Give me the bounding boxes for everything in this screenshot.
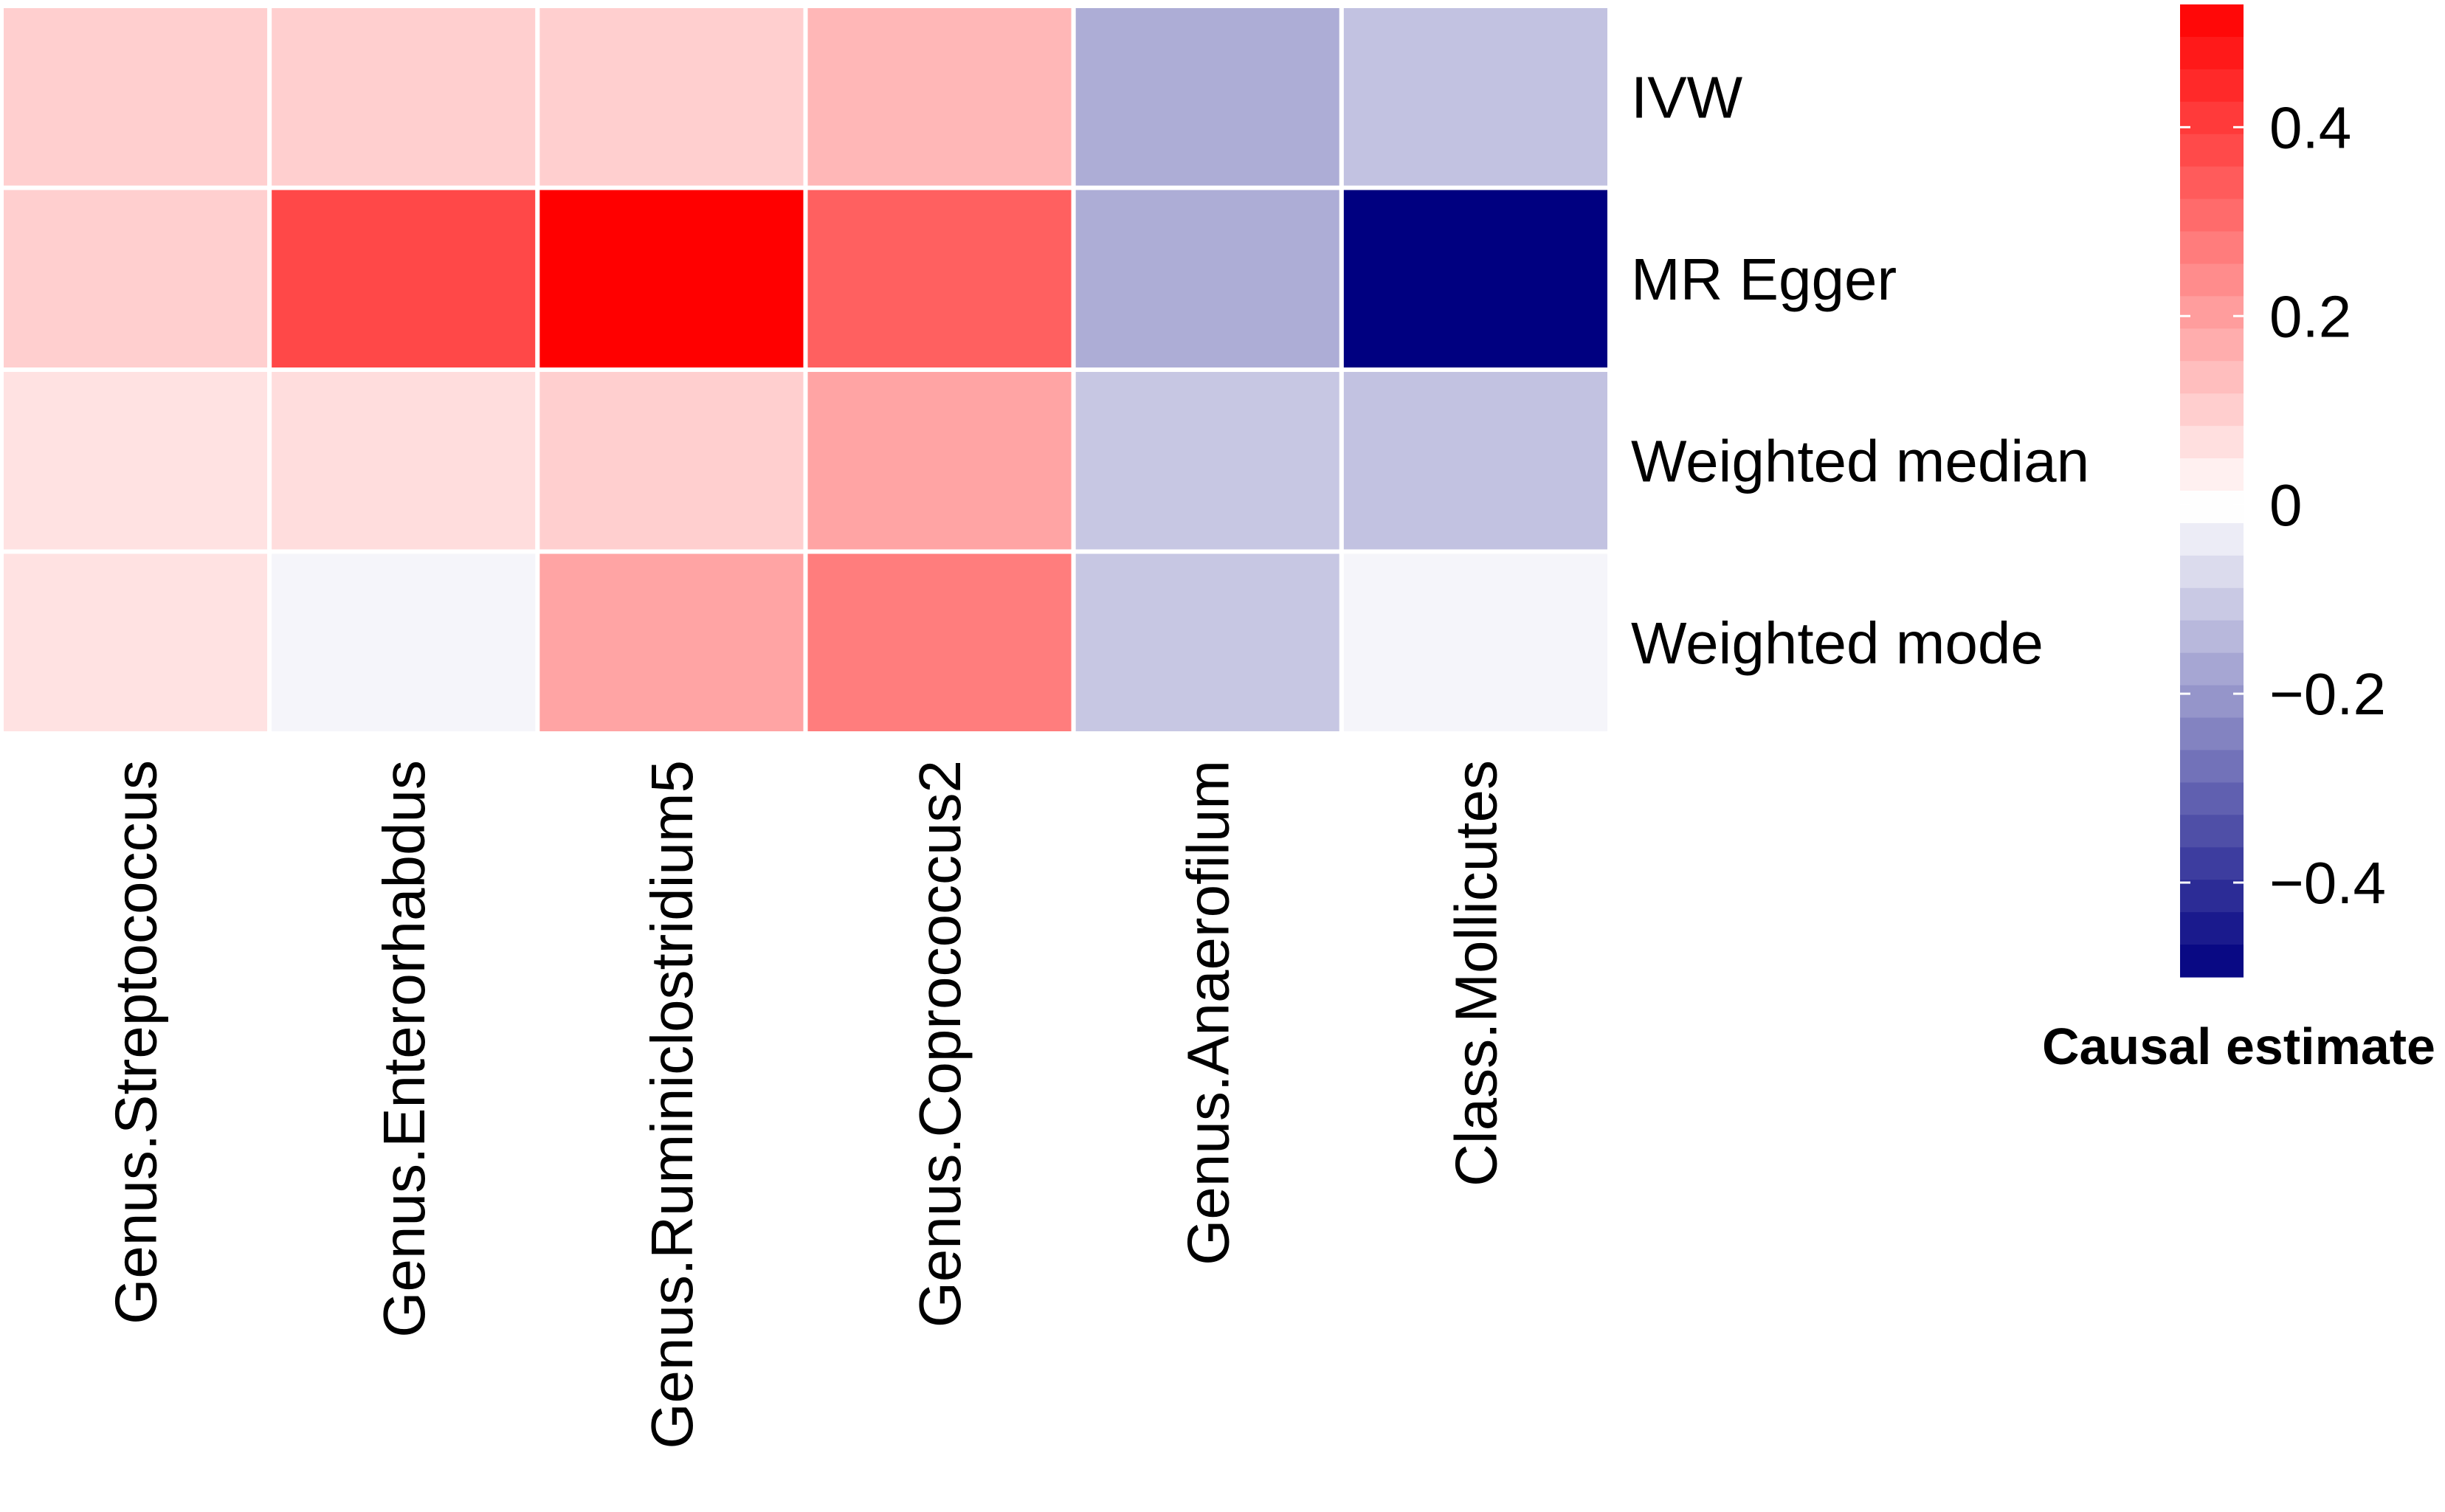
colorbar-swatch — [2180, 231, 2244, 265]
colorbar-tick-label: −0.2 — [2269, 661, 2386, 727]
heatmap-cell — [267, 4, 540, 190]
column-label: Genus.Streptococcus — [103, 760, 169, 1325]
column-label: Genus.Ruminiclostridium5 — [639, 760, 705, 1449]
heatmap-cell — [535, 185, 808, 372]
colorbar-swatch — [2180, 945, 2244, 978]
heatmap-cell — [1071, 367, 1344, 554]
colorbar-swatch — [2180, 328, 2244, 362]
colorbar-swatch — [2180, 296, 2244, 329]
heatmap-cells — [0, 4, 1613, 736]
heatmap-cell — [1339, 4, 1613, 190]
column-label: Class.Mollicutes — [1443, 760, 1508, 1187]
heatmap-cell — [0, 549, 272, 736]
heatmap-cell — [1339, 549, 1613, 736]
colorbar-swatch — [2180, 717, 2244, 751]
heatmap-cell — [0, 4, 272, 190]
heatmap-cell — [1071, 549, 1344, 736]
row-label: MR Egger — [1631, 246, 1897, 312]
colorbar-swatch — [2180, 782, 2244, 815]
colorbar-tick-label: 0.2 — [2269, 283, 2351, 349]
colorbar-tick-label: 0.4 — [2269, 94, 2351, 160]
heatmap-cell — [267, 367, 540, 554]
heatmap-cell — [0, 185, 272, 372]
colorbar-swatch — [2180, 166, 2244, 200]
column-label: Genus.Anaerofilum — [1175, 760, 1241, 1266]
colorbar-swatch — [2180, 912, 2244, 945]
colorbar-swatch — [2180, 458, 2244, 491]
colorbar-swatch — [2180, 491, 2244, 524]
heatmap-cell — [535, 367, 808, 554]
colorbar-swatches — [2180, 4, 2244, 978]
row-label: Weighted mode — [1631, 610, 2044, 676]
colorbar-swatch — [2180, 587, 2244, 621]
colorbar-swatch — [2180, 36, 2244, 70]
colorbar-tick-label: −0.4 — [2269, 850, 2386, 916]
heatmap-cell — [803, 367, 1076, 554]
row-label: IVW — [1631, 64, 1743, 130]
heatmap-cell — [535, 549, 808, 736]
colorbar-swatch — [2180, 426, 2244, 459]
colorbar-tick-label: 0 — [2269, 472, 2303, 538]
colorbar-swatch — [2180, 750, 2244, 783]
colorbar-swatch — [2180, 815, 2244, 848]
heatmap-cell — [0, 367, 272, 554]
colorbar-swatch — [2180, 685, 2244, 719]
colorbar-swatch — [2180, 847, 2244, 880]
colorbar-swatch — [2180, 393, 2244, 427]
colorbar-swatch — [2180, 555, 2244, 589]
colorbar-swatch — [2180, 652, 2244, 686]
heatmap-cell — [1071, 185, 1344, 372]
colorbar-swatch — [2180, 263, 2244, 297]
heatmap-cell — [1071, 4, 1344, 190]
colorbar-swatch — [2180, 101, 2244, 135]
colorbar-swatch — [2180, 620, 2244, 654]
colorbar-swatch — [2180, 199, 2244, 232]
colorbar-swatch — [2180, 880, 2244, 913]
colorbar-ticks: 0.4 0.2 0 −0.2 −0.4 — [2180, 94, 2386, 916]
heatmap-cell — [803, 549, 1076, 736]
colorbar-swatch — [2180, 69, 2244, 103]
heatmap-cell — [803, 4, 1076, 190]
colorbar-swatch — [2180, 361, 2244, 394]
colorbar-swatch — [2180, 522, 2244, 556]
heatmap-cell — [535, 4, 808, 190]
row-labels: IVW MR Egger Weighted median Weighted mode — [1631, 64, 2089, 676]
heatmap-cell — [1339, 367, 1613, 554]
colorbar-swatch — [2180, 4, 2244, 38]
heatmap-cell — [1339, 185, 1613, 372]
column-label: Genus.Enterorhabdus — [371, 760, 437, 1338]
colorbar-title: Causal estimate — [2042, 1018, 2435, 1075]
column-label: Genus.Coprococcus2 — [907, 760, 973, 1328]
row-label: Weighted median — [1631, 428, 2089, 494]
column-labels: Genus.Streptococcus Genus.Enterorhabdus Ge… — [103, 760, 1509, 1449]
heatmap-cell — [267, 185, 540, 372]
heatmap-cell — [267, 549, 540, 736]
colorbar-swatch — [2180, 134, 2244, 168]
colorbar-legend: 0.4 0.2 0 −0.2 −0.4 Causal estimate — [2042, 4, 2435, 1075]
heatmap-cell — [803, 185, 1076, 372]
